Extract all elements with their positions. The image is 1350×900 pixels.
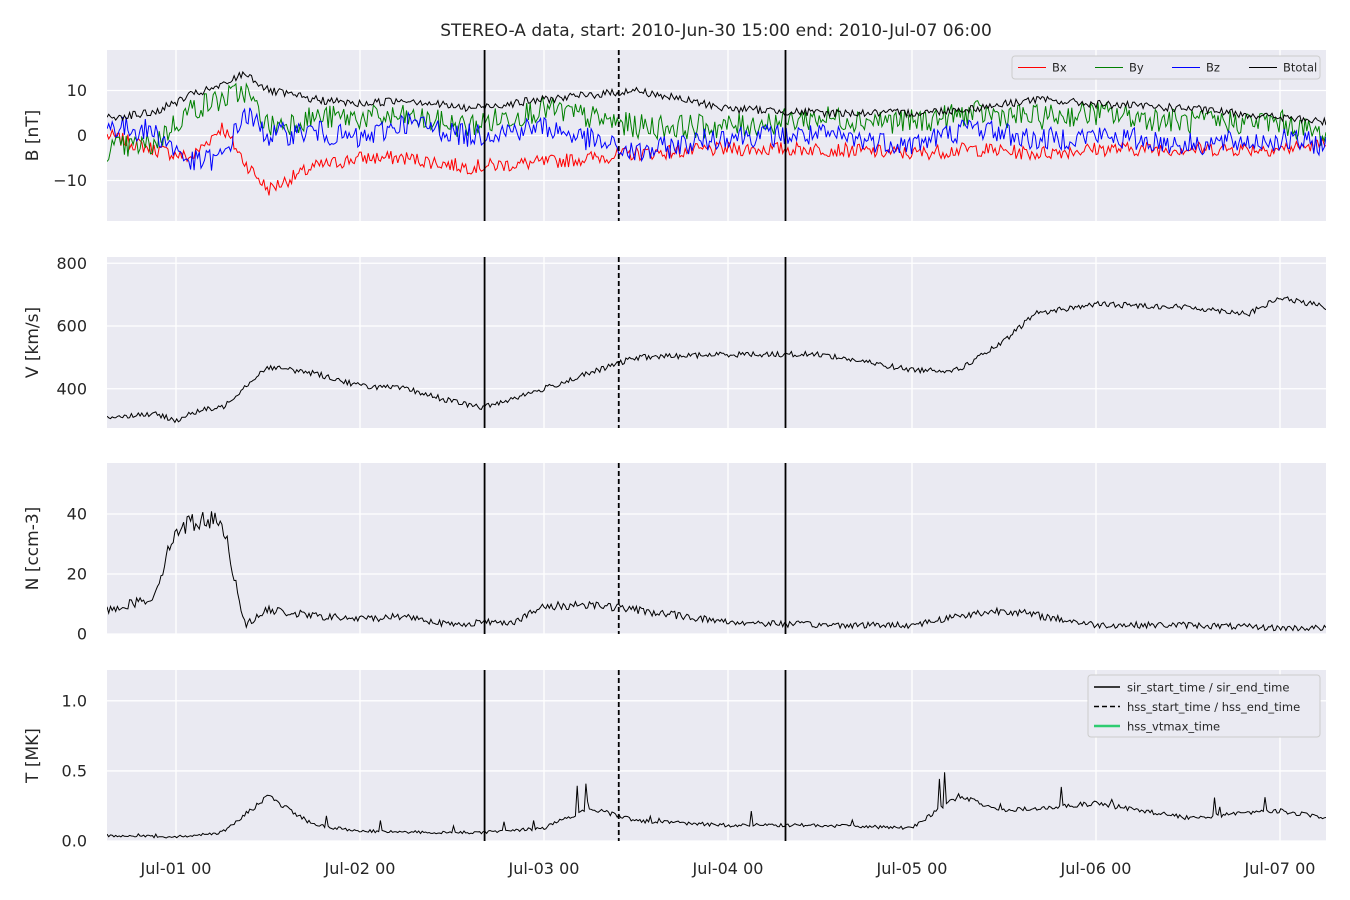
x-tick-label: Jul-06 00 <box>1060 859 1132 878</box>
x-tick-label: Jul-05 00 <box>876 859 948 878</box>
y-tick-label: 1.0 <box>62 691 87 710</box>
legend-label: By <box>1129 61 1144 75</box>
x-tick-label: Jul-07 00 <box>1244 859 1316 878</box>
legend-label: hss_start_time / hss_end_time <box>1127 700 1300 714</box>
y-axis-label: T [MK] <box>23 728 43 784</box>
y-tick-label: 20 <box>67 565 87 584</box>
legend-frame <box>1087 674 1321 738</box>
y-tick-label: 400 <box>56 379 87 398</box>
series-line-main <box>107 296 1326 424</box>
legend-label: hss_vtmax_time <box>1127 720 1220 734</box>
y-axis-label: V [km/s] <box>23 307 43 378</box>
y-tick-label: 0.5 <box>62 761 87 780</box>
legend-label: Bx <box>1052 61 1067 75</box>
legend-label: Bz <box>1206 61 1220 75</box>
series-line-main <box>107 511 1326 632</box>
y-tick-label: 10 <box>67 81 87 100</box>
panel-2: 800 600 400 V [km/s] <box>23 254 1326 428</box>
legend-label: Btotal <box>1283 61 1317 75</box>
series-line-by <box>107 82 1326 162</box>
y-tick-label: 0.0 <box>62 832 87 851</box>
legend-series: Bx By Bz Btotal <box>1011 55 1321 80</box>
y-tick-label: 600 <box>56 317 87 336</box>
series-line-bz <box>107 107 1326 171</box>
figure-title: STEREO-A data, start: 2010-Jun-30 15:00 … <box>440 21 992 41</box>
y-tick-label: −10 <box>53 171 87 190</box>
axes-background <box>107 463 1326 634</box>
x-tick-label: Jul-04 00 <box>692 859 764 878</box>
y-tick-label: 0 <box>77 126 87 145</box>
x-tick-label: Jul-03 00 <box>508 859 580 878</box>
legend-label: sir_start_time / sir_end_time <box>1127 681 1289 695</box>
y-axis-label: B [nT] <box>23 110 43 162</box>
panel-4: Jul-01 00 Jul-02 00 Jul-03 00 Jul-04 00 Jul-… <box>23 670 1326 878</box>
series-line-main <box>107 772 1326 839</box>
y-tick-label: 800 <box>56 254 87 273</box>
legend-frame <box>1011 55 1321 80</box>
series-line-btotal <box>107 70 1326 127</box>
panel-1: 10 0 −10 B [nT] Bx By Bz Btotal <box>23 50 1326 221</box>
axes-background <box>107 257 1326 428</box>
x-tick-label: Jul-02 00 <box>324 859 396 878</box>
y-tick-label: 0 <box>77 625 87 644</box>
y-tick-label: 40 <box>67 505 87 524</box>
legend-events: sir_start_time / sir_end_time hss_start_t… <box>1087 674 1321 738</box>
panel-3: 40 20 0 N [ccm-3] <box>23 463 1326 644</box>
y-axis-label: N [ccm-3] <box>23 507 43 591</box>
x-tick-label: Jul-01 00 <box>140 859 212 878</box>
